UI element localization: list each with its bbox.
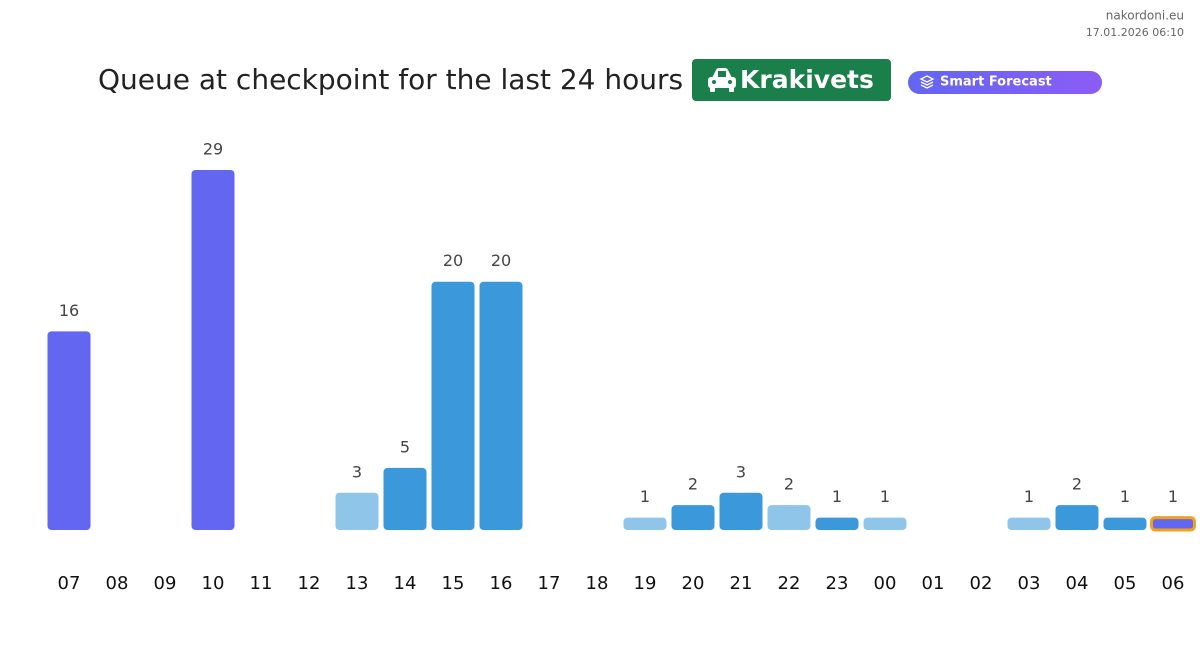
- x-tick-label: 20: [682, 573, 705, 594]
- x-tick-label: 22: [778, 573, 801, 594]
- x-tick-label: 16: [490, 573, 513, 594]
- value-label: 1: [1120, 487, 1130, 506]
- value-label: 1: [1024, 487, 1034, 506]
- bar: [47, 331, 91, 530]
- forecast-pill[interactable]: [908, 71, 1102, 94]
- bar: [479, 281, 523, 530]
- bar: [863, 517, 907, 530]
- bar: [383, 467, 427, 530]
- x-tick-label: 02: [970, 573, 993, 594]
- car-icon: [708, 68, 736, 92]
- x-tick-label: 08: [106, 573, 129, 594]
- x-tick-label: 04: [1066, 573, 1089, 594]
- value-label: 1: [832, 487, 842, 506]
- value-label: 1: [1168, 487, 1178, 506]
- forecast-label[interactable]: Smart Forecast: [940, 75, 1052, 90]
- value-label: 2: [784, 475, 794, 494]
- bar: [719, 492, 763, 530]
- bar: [431, 281, 475, 530]
- bar: [623, 517, 667, 530]
- layers-icon: [919, 75, 935, 89]
- value-label: 2: [1072, 475, 1082, 494]
- bar: [1150, 516, 1196, 532]
- x-tick-label: 15: [442, 573, 465, 594]
- bar: [1103, 517, 1147, 530]
- value-label: 5: [400, 437, 410, 456]
- value-label: 3: [352, 462, 362, 481]
- bar: [1055, 505, 1099, 530]
- x-tick-label: 18: [586, 573, 609, 594]
- bar: [335, 492, 379, 530]
- bar: [191, 170, 235, 530]
- bar: [815, 517, 859, 530]
- x-tick-label: 11: [250, 573, 273, 594]
- x-tick-label: 14: [394, 573, 417, 594]
- x-tick-label: 05: [1114, 573, 1137, 594]
- checkpoint-badge: [692, 59, 891, 101]
- x-tick-label: 19: [634, 573, 657, 594]
- x-tick-label: 12: [298, 573, 321, 594]
- x-tick-label: 07: [58, 573, 81, 594]
- x-tick-label: 06: [1162, 573, 1185, 594]
- value-label: 1: [640, 487, 650, 506]
- x-tick-label: 10: [202, 573, 225, 594]
- bar: [767, 505, 811, 530]
- x-tick-label: 23: [826, 573, 849, 594]
- value-label: 16: [59, 301, 79, 320]
- checkpoint-name: Krakivets: [740, 65, 874, 94]
- value-label: 20: [443, 251, 463, 270]
- chart-title: Queue at checkpoint for the last 24 hour…: [98, 63, 683, 96]
- value-label: 29: [203, 140, 223, 159]
- x-tick-label: 01: [922, 573, 945, 594]
- value-label: 2: [688, 475, 698, 494]
- x-tick-label: 13: [346, 573, 369, 594]
- x-tick-label: 21: [730, 573, 753, 594]
- value-label: 3: [736, 462, 746, 481]
- x-tick-label: 09: [154, 573, 177, 594]
- site-name: nakordoni.eu: [1106, 9, 1184, 23]
- value-label: 20: [491, 251, 511, 270]
- bar: [1007, 517, 1051, 530]
- value-label: 1: [880, 487, 890, 506]
- x-tick-label: 03: [1018, 573, 1041, 594]
- x-tick-label: 00: [874, 573, 897, 594]
- bar: [671, 505, 715, 530]
- timestamp: 17.01.2026 06:10: [1086, 26, 1184, 39]
- x-tick-label: 17: [538, 573, 561, 594]
